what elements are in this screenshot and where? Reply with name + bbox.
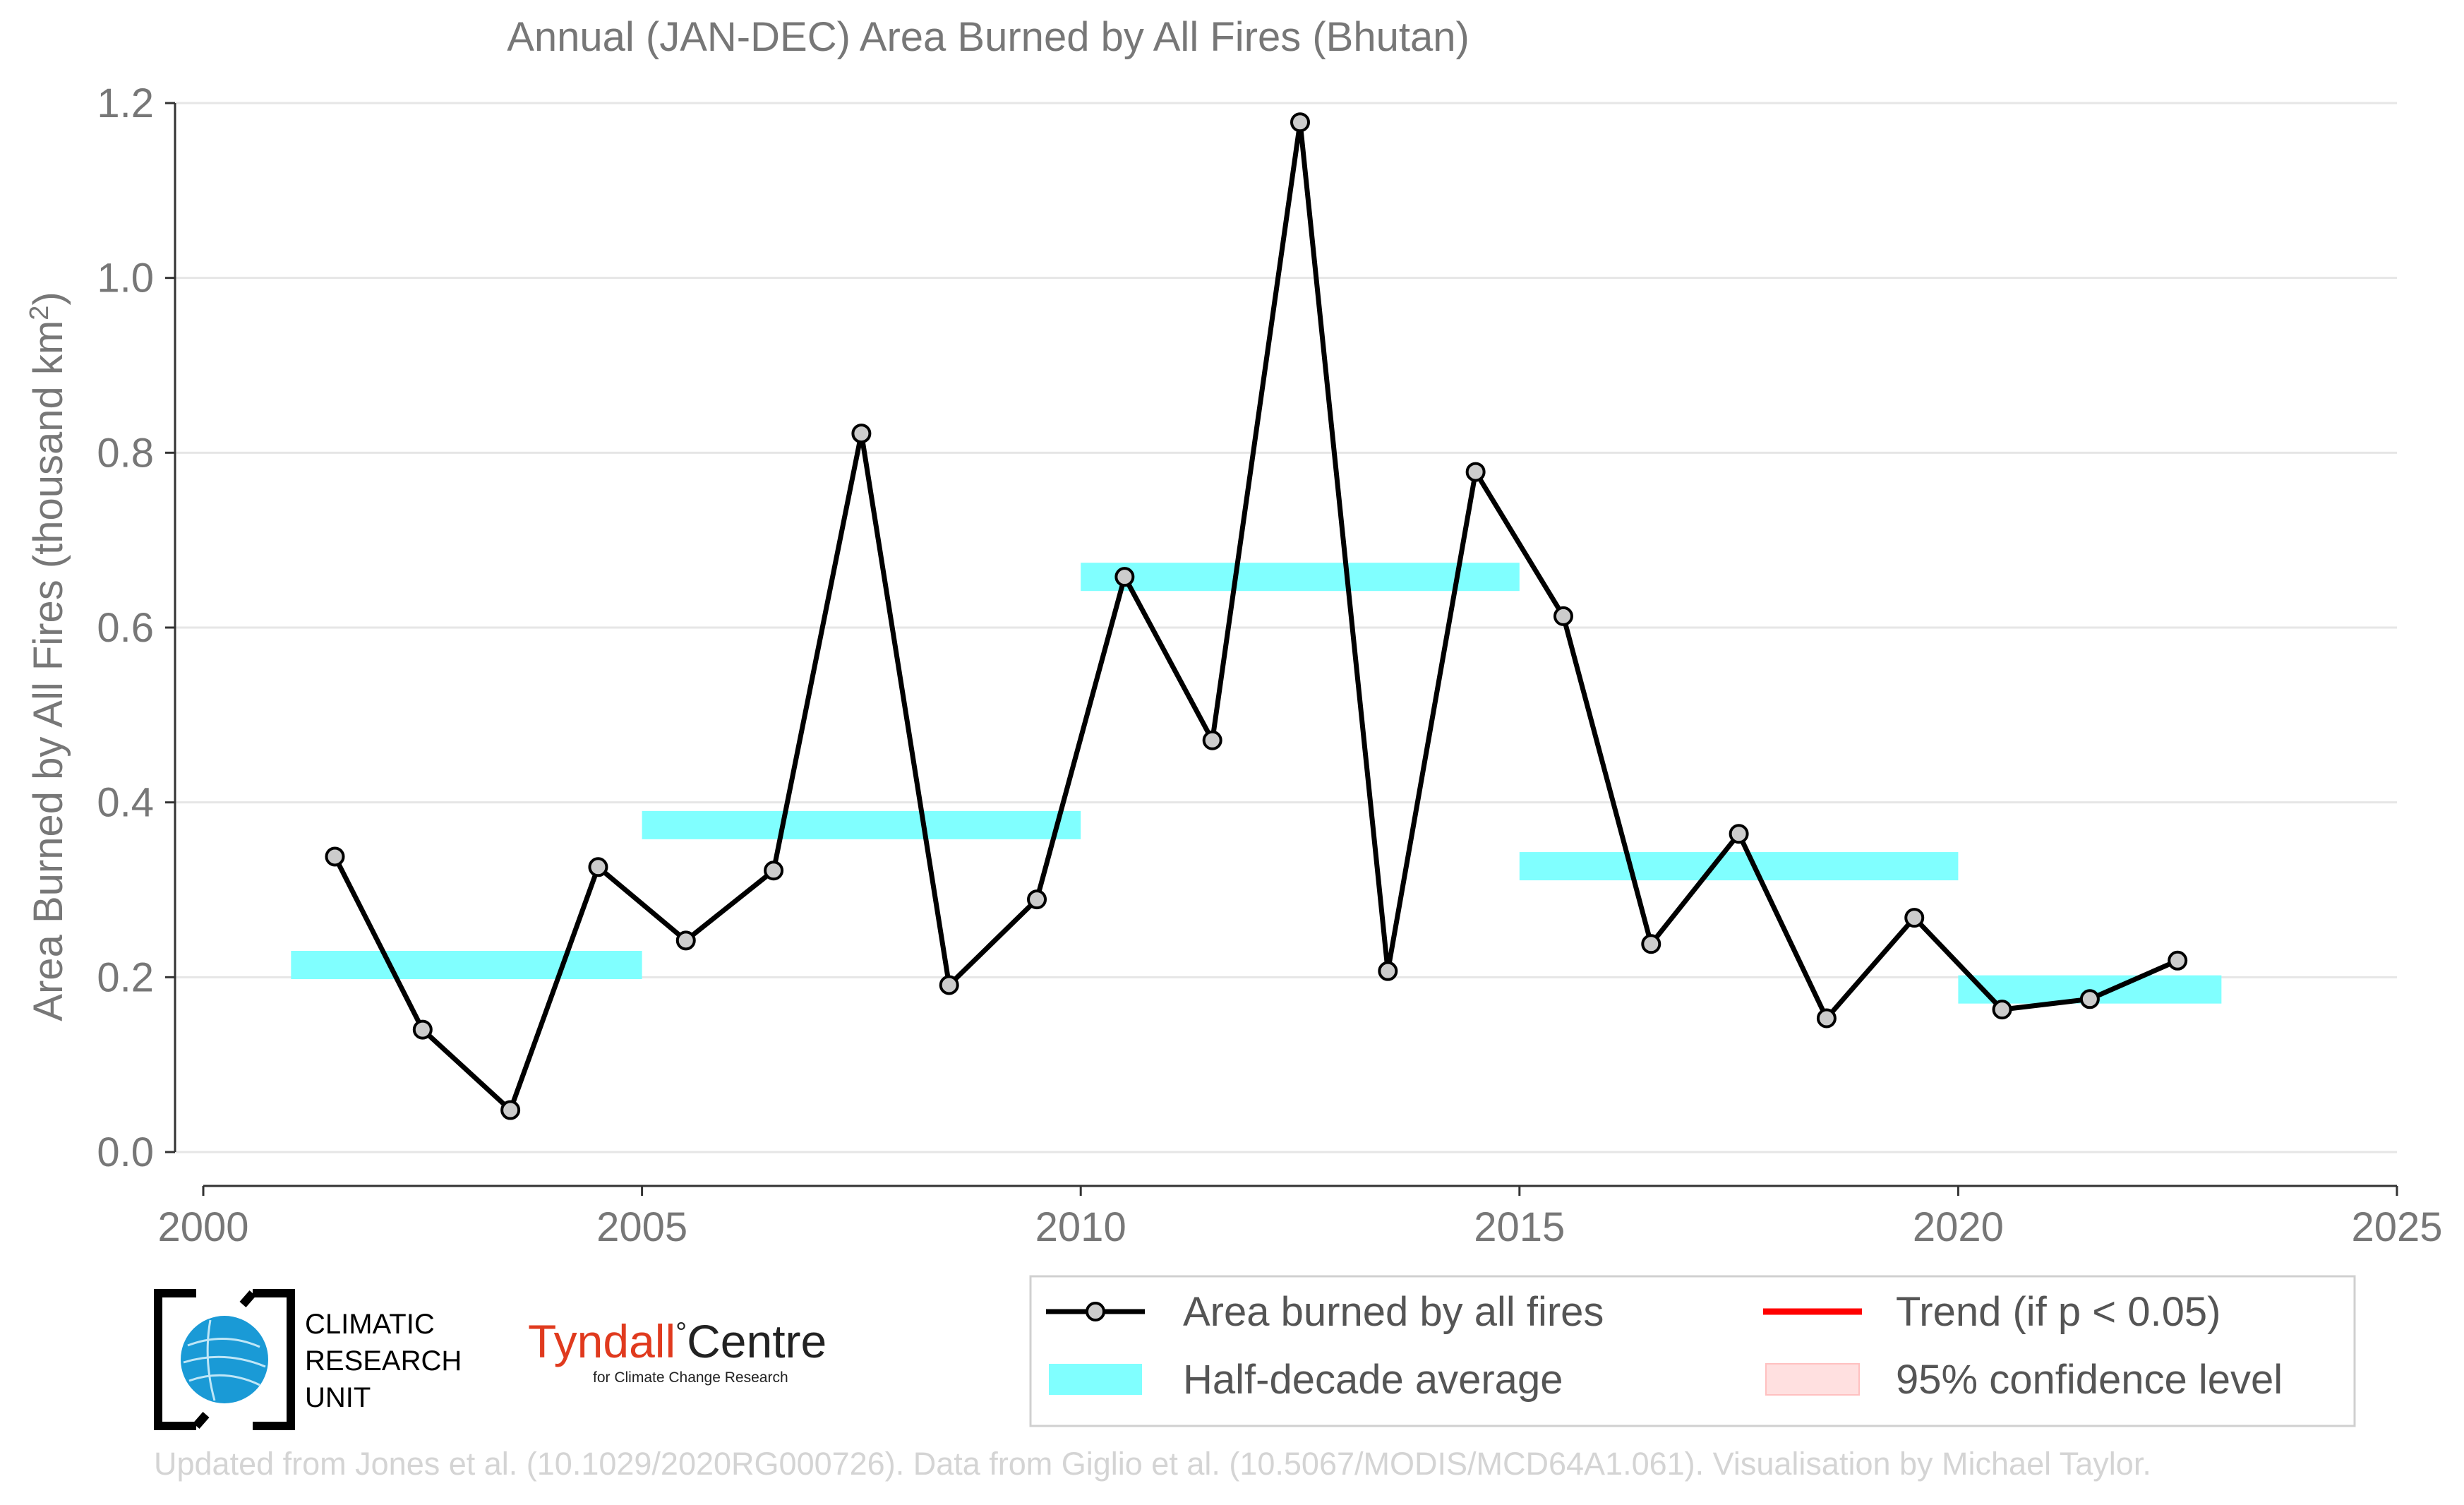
data-point-2007	[851, 424, 872, 444]
data-point-2018	[1816, 1008, 1837, 1029]
data-point-2016	[1641, 934, 1661, 954]
data-point-2004	[588, 857, 608, 877]
legend-marker-area-burned	[1086, 1302, 1105, 1321]
data-point-2012	[1290, 112, 1310, 133]
x-tick-labels: 2000 2005 2010 2015 2020 2025	[157, 1204, 2442, 1250]
half-decade-bands	[291, 563, 2222, 1004]
x-tick-label-0: 2000	[157, 1204, 248, 1250]
y-tick-label-1: 0.2	[97, 954, 154, 1000]
x-tick-label-1: 2005	[596, 1204, 687, 1250]
data-point-2022	[2168, 950, 2188, 971]
data-point-2019	[1904, 908, 1925, 928]
data-point-2009	[1027, 889, 1047, 910]
half-decade-band-2	[1081, 563, 1520, 592]
series-area-burned	[325, 112, 2188, 1120]
half-decade-band-0	[291, 950, 642, 979]
y-tick-label-5: 1.0	[97, 256, 154, 301]
data-point-2006	[764, 861, 784, 881]
y-tick-label-6: 1.2	[97, 80, 154, 126]
data-point-2020	[1992, 1000, 2012, 1020]
x-tick-label-3: 2015	[1474, 1204, 1565, 1250]
y-tick-labels: 0.0 0.2 0.4 0.6 0.8 1.0 1.2	[97, 80, 154, 1175]
x-tick-label-5: 2025	[2351, 1204, 2442, 1250]
cru-word-2: RESEARCH	[305, 1345, 462, 1377]
cru-globe-icon	[154, 1289, 295, 1430]
tyndall-subtitle: for Climate Change Research	[593, 1369, 788, 1386]
data-point-2011	[1202, 730, 1222, 750]
data-point-2010	[1114, 567, 1135, 587]
legend-frame	[1029, 1275, 2356, 1427]
tyndall-word: Tyndall	[528, 1315, 676, 1367]
y-axis-label-superscript: 2	[25, 306, 54, 320]
tyndall-centre-word: Centre	[687, 1315, 827, 1367]
data-point-2005	[675, 930, 696, 951]
data-point-2008	[939, 975, 959, 995]
data-point-2021	[2079, 989, 2100, 1009]
cru-word-1: CLIMATIC	[305, 1309, 435, 1340]
data-point-2001	[325, 846, 345, 867]
legend-band-half-decade	[1049, 1364, 1142, 1395]
half-decade-band-1	[642, 810, 1081, 839]
legend: Area burned by all fires Trend (if p < 0…	[1029, 1275, 2356, 1427]
data-point-2017	[1729, 824, 1749, 844]
legend-label-area-burned: Area burned by all fires	[1183, 1289, 1604, 1335]
chart-title: Annual (JAN-DEC) Area Burned by All Fire…	[507, 14, 1470, 60]
tyndall-logo: Tyndall°Centre for Climate Change Resear…	[528, 1314, 827, 1386]
y-axis-label: Area Burned by All Fires (thousand km2)	[25, 292, 71, 1021]
cru-logo	[154, 1289, 295, 1430]
y-tick-label-4: 0.8	[97, 430, 154, 476]
y-tick-label-3: 0.6	[97, 605, 154, 651]
x-tick-label-4: 2020	[1913, 1204, 2004, 1250]
legend-band-confidence	[1765, 1363, 1860, 1396]
y-tick-label-0: 0.0	[97, 1129, 154, 1175]
tyndall-degree: °	[675, 1317, 687, 1348]
credit-line: Updated from Jones et al. (10.1029/2020R…	[154, 1446, 2151, 1482]
data-point-2002	[412, 1019, 433, 1040]
data-point-2003	[500, 1100, 521, 1120]
series-line-0	[332, 119, 2179, 1113]
data-point-2014	[1465, 462, 1486, 482]
half-decade-band-3	[1519, 852, 1959, 881]
data-point-2015	[1553, 606, 1573, 626]
cru-word-3: UNIT	[305, 1382, 371, 1413]
y-tick-label-2: 0.4	[97, 780, 154, 826]
legend-label-half-decade: Half-decade average	[1183, 1357, 1563, 1403]
data-point-2013	[1378, 961, 1398, 981]
axes	[165, 102, 2398, 1196]
legend-label-trend: Trend (if p < 0.05)	[1896, 1289, 2220, 1335]
legend-label-confidence: 95% confidence level	[1896, 1357, 2283, 1403]
cru-wordmark: CLIMATIC RESEARCH UNIT	[305, 1306, 462, 1416]
x-tick-label-2: 2010	[1035, 1204, 1126, 1250]
